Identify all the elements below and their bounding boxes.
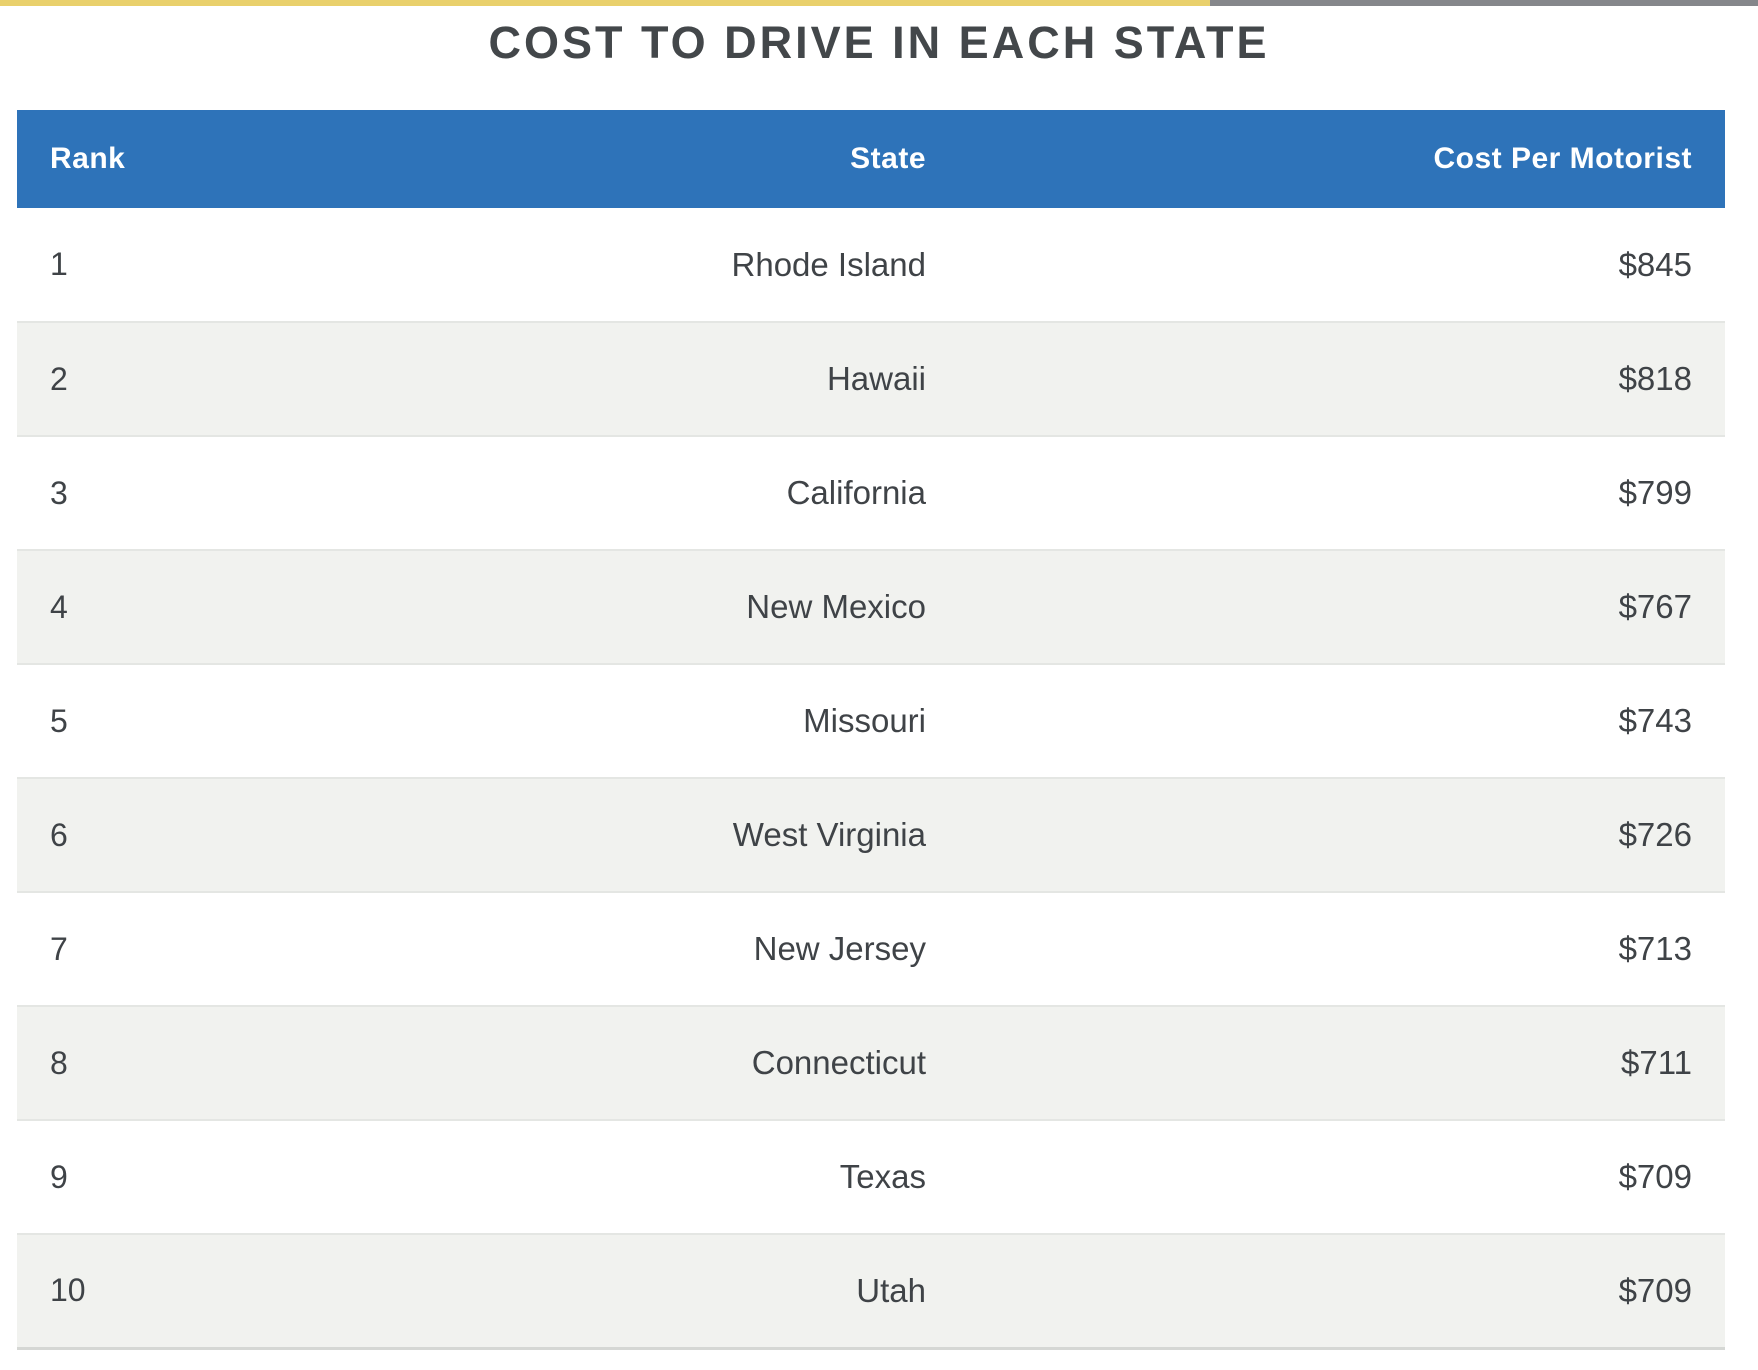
cost-cell: $845	[926, 208, 1725, 322]
cost-cell: $709	[926, 1233, 1725, 1350]
cost-cell: $711	[926, 1005, 1725, 1120]
column-header-rank: Rank	[17, 110, 197, 208]
cost-cell: $818	[926, 321, 1725, 436]
table-row: 1 Rhode Island $845	[17, 208, 1725, 322]
state-cell: Texas	[197, 1119, 926, 1234]
cost-cell: $743	[926, 663, 1725, 778]
rank-cell: 9	[17, 1119, 197, 1234]
state-cell: Hawaii	[197, 321, 926, 436]
rank-cell: 10	[17, 1233, 197, 1350]
state-cell: New Jersey	[197, 891, 926, 1006]
table-row: 7 New Jersey $713	[17, 891, 1725, 1006]
accent-bar-gray-segment	[1210, 0, 1758, 6]
state-cell: West Virginia	[197, 777, 926, 892]
state-cell: Rhode Island	[197, 208, 926, 322]
state-cell: New Mexico	[197, 549, 926, 664]
table-row: 10 Utah $709	[17, 1233, 1725, 1350]
column-header-cost-per-motorist: Cost Per Motorist	[926, 110, 1725, 208]
rank-cell: 1	[17, 208, 197, 322]
cost-cell: $713	[926, 891, 1725, 1006]
cost-cell: $709	[926, 1119, 1725, 1234]
state-cell: Missouri	[197, 663, 926, 778]
cost-cell: $767	[926, 549, 1725, 664]
accent-bar-yellow-segment	[0, 0, 1210, 6]
column-header-state: State	[197, 110, 926, 208]
top-accent-bar	[0, 0, 1758, 6]
table-row: 5 Missouri $743	[17, 663, 1725, 778]
table-header: Rank State Cost Per Motorist	[17, 110, 1725, 208]
table-body: 1 Rhode Island $845 2 Hawaii $818 3 California $…	[17, 208, 1725, 1350]
rank-cell: 2	[17, 321, 197, 436]
state-cell: Connecticut	[197, 1005, 926, 1120]
state-cell: California	[197, 435, 926, 550]
table-row: 9 Texas $709	[17, 1119, 1725, 1234]
table-header-row: Rank State Cost Per Motorist	[17, 110, 1725, 208]
table-row: 2 Hawaii $818	[17, 321, 1725, 436]
rank-cell: 5	[17, 663, 197, 778]
table-row: 4 New Mexico $767	[17, 549, 1725, 664]
rank-cell: 7	[17, 891, 197, 1006]
cost-cell: $726	[926, 777, 1725, 892]
table-row: 6 West Virginia $726	[17, 777, 1725, 892]
cost-cell: $799	[926, 435, 1725, 550]
table-row: 8 Connecticut $711	[17, 1005, 1725, 1120]
rank-cell: 6	[17, 777, 197, 892]
table-row: 3 California $799	[17, 435, 1725, 550]
cost-to-drive-table: Rank State Cost Per Motorist 1 Rhode Isla…	[17, 110, 1725, 1350]
rank-cell: 4	[17, 549, 197, 664]
rank-cell: 3	[17, 435, 197, 550]
state-cell: Utah	[197, 1233, 926, 1350]
rank-cell: 8	[17, 1005, 197, 1120]
page-title: COST TO DRIVE IN EACH STATE	[488, 17, 1270, 68]
